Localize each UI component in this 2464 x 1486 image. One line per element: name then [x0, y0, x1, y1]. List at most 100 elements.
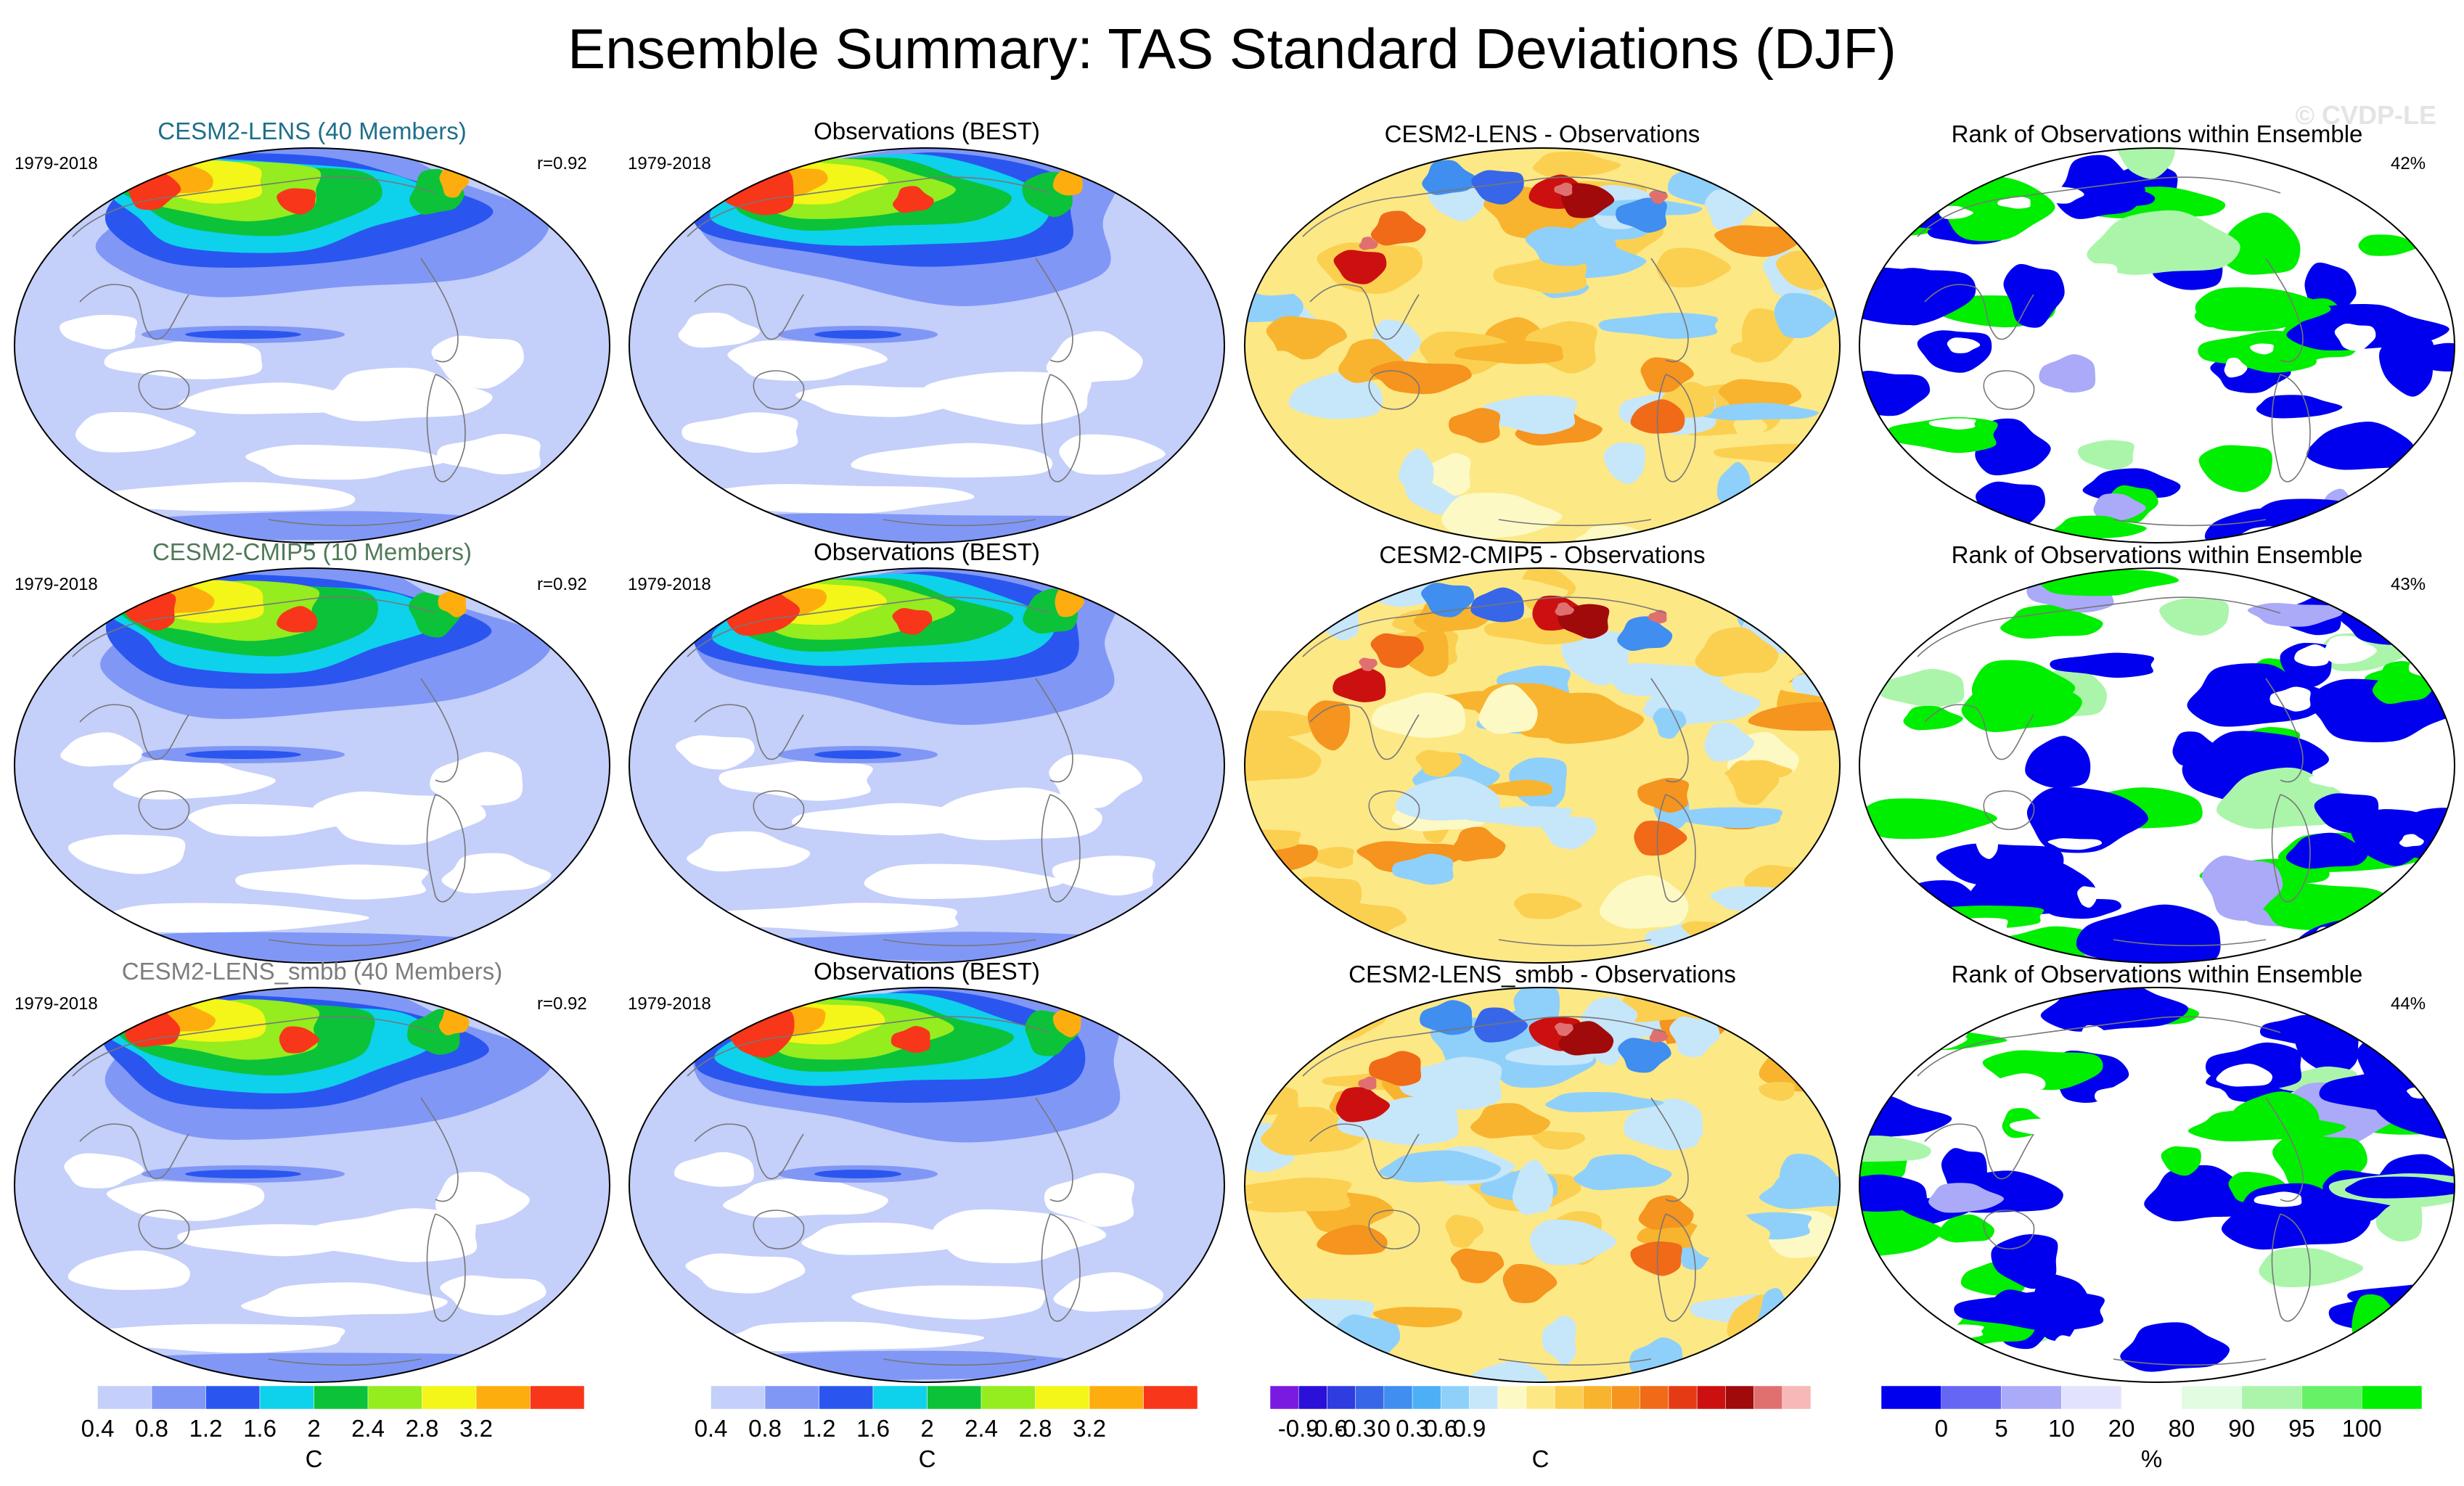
model-stddev-map: [12, 985, 613, 1385]
obs-stddev-map: [626, 985, 1227, 1385]
model-period: 1979-2018: [15, 575, 98, 594]
obs-stddev-colorbar-swatch: [1089, 1385, 1144, 1410]
rank-colorbar-swatch: [2001, 1385, 2062, 1410]
difference-colorbar-swatch: [1497, 1385, 1527, 1410]
difference-colorbar-swatch: [1441, 1385, 1470, 1410]
model-stddev-colorbar-swatch: [43, 1385, 98, 1410]
model-stddev-colorbar-tick-label: 2.8: [406, 1415, 439, 1442]
difference-map: [1242, 145, 1843, 546]
model-stddev-colorbar-swatch: [422, 1385, 477, 1410]
rank-percent: 42%: [2391, 154, 2426, 173]
obs-stddev-colorbar-swatch: [656, 1385, 711, 1410]
rank-panel-title: Rank of Observations within Ensemble: [1951, 541, 2363, 568]
model-stddev-colorbar-tick-label: 2.4: [351, 1415, 385, 1442]
rank-map: [1857, 145, 2457, 546]
obs-stddev-colorbar-swatch: [1143, 1385, 1198, 1410]
obs-stddev-colorbar-tick-label: 2.8: [1019, 1415, 1052, 1442]
model-stddev-colorbar-swatch: [151, 1385, 206, 1410]
difference-colorbar-tick-label: 0: [1378, 1415, 1391, 1442]
model-period: 1979-2018: [15, 154, 98, 173]
obs-stddev-map: [626, 145, 1227, 546]
obs-panel-title: Observations (BEST): [814, 538, 1040, 565]
rank-colorbar-tick-label: 80: [2169, 1415, 2195, 1442]
obs-stddev-colorbar-tick-label: 2: [920, 1415, 933, 1442]
rank-colorbar-tick-label: 20: [2108, 1415, 2135, 1442]
pattern-correlation: r=0.92: [537, 154, 587, 173]
obs-stddev-colorbar-swatch: [1035, 1385, 1090, 1410]
rank-colorbar-tick-label: 100: [2342, 1415, 2382, 1442]
obs-stddev-colorbar-swatch: [872, 1385, 928, 1410]
model-stddev-colorbar: 0.4 0.8 1.2 1.6 2 2.4 2.8 3.2 C: [43, 1385, 585, 1473]
model-stddev-map: [12, 565, 613, 966]
difference-panel-title: CESM2-LENS_smbb - Observations: [1348, 961, 1736, 988]
figure-title: Ensemble Summary: TAS Standard Deviation…: [568, 17, 1896, 81]
model-stddev-colorbar-units: C: [306, 1445, 323, 1472]
pattern-correlation: r=0.92: [537, 994, 587, 1014]
rank-colorbar-swatch: [1941, 1385, 2002, 1410]
difference-colorbar-swatch: [1526, 1385, 1555, 1410]
obs-stddev-colorbar-swatch: [819, 1385, 874, 1410]
obs-stddev-colorbar-tick-label: 1.6: [856, 1415, 890, 1442]
rank-colorbar-swatch: [2361, 1385, 2423, 1410]
difference-colorbar-swatch: [1753, 1385, 1783, 1410]
obs-stddev-colorbar-units: C: [919, 1445, 936, 1472]
model-stddev-colorbar-tick-label: 0.4: [81, 1415, 115, 1442]
rank-colorbar-swatch: [1880, 1385, 1942, 1410]
rank-panel-title: Rank of Observations within Ensemble: [1951, 961, 2363, 988]
difference-colorbar-swatch: [1611, 1385, 1640, 1410]
difference-colorbar-swatch: [1355, 1385, 1385, 1410]
difference-map: [1242, 565, 1843, 966]
model-stddev-colorbar-tick-label: 1.2: [189, 1415, 223, 1442]
rank-percent: 44%: [2391, 994, 2426, 1014]
difference-colorbar-swatch: [1782, 1385, 1812, 1410]
model-stddev-colorbar-swatch: [205, 1385, 261, 1410]
rank-colorbar-swatch: [2181, 1385, 2242, 1410]
obs-period: 1979-2018: [628, 575, 711, 594]
obs-period: 1979-2018: [628, 994, 711, 1014]
rank-percent: 43%: [2391, 575, 2426, 594]
rank-colorbar-swatch: [2061, 1385, 2122, 1410]
difference-map: [1242, 985, 1843, 1385]
rank-colorbar-tick-label: 10: [2048, 1415, 2075, 1442]
difference-colorbar-swatch: [1554, 1385, 1584, 1410]
difference-colorbar-swatch: [1269, 1385, 1299, 1410]
model-stddev-colorbar-swatch: [530, 1385, 585, 1410]
rank-colorbar-swatch: [2121, 1385, 2182, 1410]
difference-colorbar-swatch: [1668, 1385, 1698, 1410]
model-period: 1979-2018: [15, 994, 98, 1014]
rank-map: [1857, 565, 2457, 966]
difference-panel-title: CESM2-CMIP5 - Observations: [1379, 541, 1706, 568]
obs-stddev-map: [626, 565, 1227, 966]
difference-colorbar-units: C: [1532, 1445, 1550, 1472]
model-stddev-colorbar-swatch: [475, 1385, 531, 1410]
rank-colorbar: 0 5 10 20 80 90 95 100%: [1880, 1385, 2423, 1473]
difference-colorbar-tick-label: -0.6: [1306, 1415, 1348, 1442]
model-stddev-colorbar-tick-label: 3.2: [459, 1415, 493, 1442]
model-stddev-colorbar-swatch: [259, 1385, 314, 1410]
pattern-correlation: r=0.92: [537, 575, 587, 594]
rank-map: [1857, 985, 2457, 1385]
obs-stddev-colorbar-tick-label: 2.4: [965, 1415, 998, 1442]
difference-colorbar-swatch: [1412, 1385, 1441, 1410]
model-stddev-colorbar-swatch: [367, 1385, 422, 1410]
difference-colorbar-swatch: [1583, 1385, 1612, 1410]
obs-panel-title: Observations (BEST): [814, 958, 1040, 985]
model-stddev-colorbar-swatch: [97, 1385, 152, 1410]
obs-stddev-colorbar-tick-label: 0.4: [695, 1415, 728, 1442]
difference-colorbar-swatch: [1725, 1385, 1754, 1410]
difference-panel-title: CESM2-LENS - Observations: [1384, 120, 1700, 147]
obs-stddev-colorbar: 0.4 0.8 1.2 1.6 2 2.4 2.8 3.2 C: [656, 1385, 1198, 1473]
rank-colorbar-swatch: [2241, 1385, 2302, 1410]
model-stddev-colorbar-swatch: [314, 1385, 369, 1410]
model-panel-title: CESM2-CMIP5 (10 Members): [152, 538, 472, 565]
model-stddev-colorbar-tick-label: 1.6: [243, 1415, 277, 1442]
model-stddev-map: [12, 145, 613, 546]
rank-colorbar-units: %: [2141, 1445, 2162, 1472]
rank-colorbar-tick-label: 95: [2288, 1415, 2315, 1442]
obs-panel-title: Observations (BEST): [814, 118, 1040, 144]
difference-colorbar-swatch: [1298, 1385, 1327, 1410]
difference-colorbar-swatch: [1640, 1385, 1669, 1410]
difference-colorbar-tick-label: 0.9: [1453, 1415, 1486, 1442]
difference-colorbar-swatch: [1383, 1385, 1413, 1410]
rank-colorbar-tick-label: 5: [1994, 1415, 2007, 1442]
